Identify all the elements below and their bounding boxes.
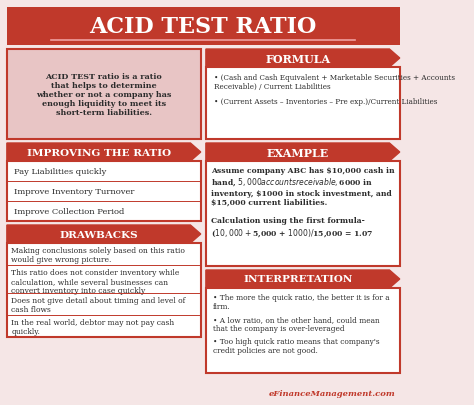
FancyBboxPatch shape xyxy=(206,288,400,373)
Text: Does not give detail about timing and level of
cash flows: Does not give detail about timing and le… xyxy=(11,296,185,313)
FancyBboxPatch shape xyxy=(206,162,400,266)
Text: eFinanceManagement.com: eFinanceManagement.com xyxy=(269,389,395,397)
Polygon shape xyxy=(7,226,201,243)
Polygon shape xyxy=(206,144,400,162)
Polygon shape xyxy=(206,270,400,288)
FancyBboxPatch shape xyxy=(7,50,201,140)
FancyBboxPatch shape xyxy=(7,8,400,46)
Text: Improve Inventory Turnover: Improve Inventory Turnover xyxy=(14,188,134,196)
FancyBboxPatch shape xyxy=(7,243,201,337)
Text: • The more the quick ratio, the better it is for a
firm.: • The more the quick ratio, the better i… xyxy=(213,293,389,311)
Text: DRAWBACKS: DRAWBACKS xyxy=(59,230,138,239)
Text: This ratio does not consider inventory while
calculation, while several business: This ratio does not consider inventory w… xyxy=(11,269,180,295)
Text: ACID TEST ratio is a ratio
that helps to determine
whether or not a company has
: ACID TEST ratio is a ratio that helps to… xyxy=(36,72,172,117)
Text: • (Current Assets – Inventories – Pre exp.)/Current Liabilities: • (Current Assets – Inventories – Pre ex… xyxy=(214,98,438,106)
Text: In the real world, debtor may not pay cash
quickly.: In the real world, debtor may not pay ca… xyxy=(11,318,174,335)
Text: IMPROVING THE RATIO: IMPROVING THE RATIO xyxy=(27,148,171,157)
Text: Improve Collection Period: Improve Collection Period xyxy=(14,207,124,215)
Text: FORMULA: FORMULA xyxy=(265,53,330,64)
FancyBboxPatch shape xyxy=(7,162,201,222)
Text: INTERPRETATION: INTERPRETATION xyxy=(243,275,352,284)
Text: ACID TEST RATIO: ACID TEST RATIO xyxy=(90,16,317,38)
Polygon shape xyxy=(206,50,400,68)
Text: Assume company ABC has $10,000 cash in
hand, $5,000 accounts receivable, $6000 i: Assume company ABC has $10,000 cash in h… xyxy=(211,166,395,238)
Polygon shape xyxy=(7,144,201,162)
Text: • (Cash and Cash Equivalent + Marketable Securities + Accounts
Receivable) / Cur: • (Cash and Cash Equivalent + Marketable… xyxy=(214,74,456,91)
FancyBboxPatch shape xyxy=(206,68,400,140)
Text: Making conclusions solely based on this ratio
would give wrong picture.: Making conclusions solely based on this … xyxy=(11,246,185,264)
Text: • A low ratio, on the other hand, could mean
that the company is over-leveraged: • A low ratio, on the other hand, could … xyxy=(213,315,379,333)
Text: Pay Liabilities quickly: Pay Liabilities quickly xyxy=(14,168,106,175)
Text: EXAMPLE: EXAMPLE xyxy=(266,147,329,158)
Text: • Too high quick ratio means that company's
credit policies are not good.: • Too high quick ratio means that compan… xyxy=(213,337,379,354)
